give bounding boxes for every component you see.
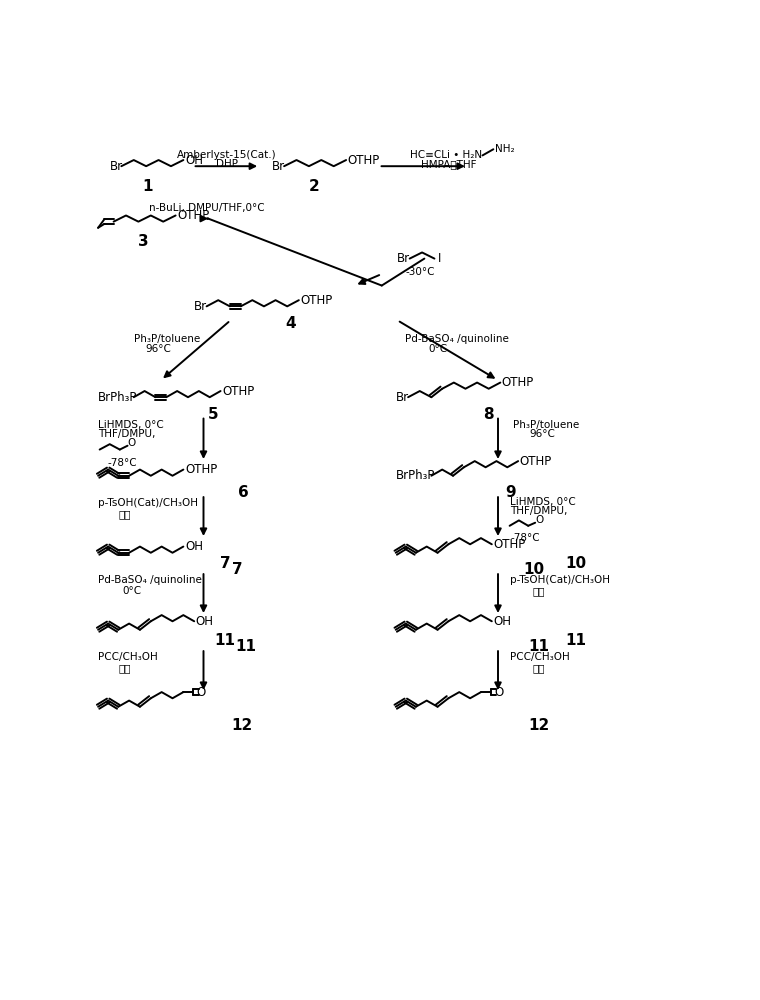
Text: Ph₃P/toluene: Ph₃P/toluene <box>514 420 580 430</box>
Text: 11: 11 <box>235 639 256 654</box>
Text: Pd-BaSO₄ /quinoline: Pd-BaSO₄ /quinoline <box>98 575 202 585</box>
Text: 0°C: 0°C <box>122 586 141 596</box>
Text: 12: 12 <box>231 718 252 733</box>
Text: LiHMDS, 0°C: LiHMDS, 0°C <box>98 420 164 430</box>
Text: NH₂: NH₂ <box>495 144 515 154</box>
Text: 7: 7 <box>233 562 243 577</box>
Text: O: O <box>197 686 206 699</box>
Text: -30°C: -30°C <box>406 267 435 277</box>
Text: 96°C: 96°C <box>529 429 555 439</box>
Text: 11: 11 <box>528 639 549 654</box>
Text: DHP: DHP <box>216 159 238 169</box>
Text: OTHP: OTHP <box>300 294 333 307</box>
Text: OTHP: OTHP <box>185 463 217 476</box>
Text: Ph₃P/toluene: Ph₃P/toluene <box>134 334 200 344</box>
Text: Br: Br <box>109 160 123 173</box>
Text: OTHP: OTHP <box>177 209 210 222</box>
Text: THF/DMPU,: THF/DMPU, <box>510 506 567 516</box>
Text: n-BuLi, DMPU/THF,0°C: n-BuLi, DMPU/THF,0°C <box>149 203 264 213</box>
Text: O: O <box>494 686 503 699</box>
Text: BrPh₃P: BrPh₃P <box>98 391 138 404</box>
Text: 室温: 室温 <box>533 586 546 596</box>
Text: 10: 10 <box>565 556 586 571</box>
Text: 室温: 室温 <box>119 509 131 519</box>
Text: THF/DMPU,: THF/DMPU, <box>98 429 156 439</box>
Text: HC≡CLi • H₂N: HC≡CLi • H₂N <box>410 150 482 160</box>
Text: HMPA，THF: HMPA，THF <box>421 160 477 170</box>
Text: OTHP: OTHP <box>222 385 255 398</box>
Text: OH: OH <box>185 540 203 553</box>
Text: 室温: 室温 <box>119 663 131 673</box>
Text: 11: 11 <box>215 633 236 648</box>
Text: OTHP: OTHP <box>347 154 380 167</box>
Text: 3: 3 <box>138 234 148 249</box>
Text: 室温: 室温 <box>533 663 546 673</box>
Text: OTHP: OTHP <box>493 538 526 551</box>
Text: O: O <box>535 515 543 525</box>
Text: PCC/CH₃OH: PCC/CH₃OH <box>510 652 569 662</box>
Text: Br: Br <box>195 300 207 313</box>
Text: BrPh₃P: BrPh₃P <box>396 469 435 482</box>
Text: Pd-BaSO₄ /quinoline: Pd-BaSO₄ /quinoline <box>405 334 509 344</box>
Text: 6: 6 <box>239 485 249 500</box>
Text: 4: 4 <box>286 316 296 331</box>
Text: 7: 7 <box>220 556 230 571</box>
Text: Br: Br <box>396 391 409 404</box>
Text: OH: OH <box>196 615 214 628</box>
Text: 5: 5 <box>207 407 218 422</box>
Text: Br: Br <box>272 160 285 173</box>
Text: OTHP: OTHP <box>502 376 534 389</box>
Text: p-TsOH(Cat)/CH₃OH: p-TsOH(Cat)/CH₃OH <box>510 575 610 585</box>
Text: 9: 9 <box>505 485 516 500</box>
Text: Amberlyst-15(Cat.): Amberlyst-15(Cat.) <box>177 150 277 160</box>
Text: 2: 2 <box>309 179 320 194</box>
Text: LiHMDS, 0°C: LiHMDS, 0°C <box>510 497 575 507</box>
Text: OH: OH <box>185 154 203 167</box>
Text: -78°C: -78°C <box>107 458 137 468</box>
Text: Br: Br <box>397 252 410 265</box>
Text: 12: 12 <box>528 718 549 733</box>
Text: 96°C: 96°C <box>145 344 171 354</box>
Text: I: I <box>438 252 441 265</box>
Text: 0°C: 0°C <box>428 344 448 354</box>
Text: p-TsOH(Cat)/CH₃OH: p-TsOH(Cat)/CH₃OH <box>98 498 198 508</box>
Text: OH: OH <box>493 615 511 628</box>
Text: -78°C: -78°C <box>510 533 540 543</box>
Text: 10: 10 <box>523 562 544 577</box>
Text: 11: 11 <box>565 633 586 648</box>
Text: 1: 1 <box>142 179 153 194</box>
Text: OTHP: OTHP <box>520 455 552 468</box>
Text: PCC/CH₃OH: PCC/CH₃OH <box>98 652 158 662</box>
Text: O: O <box>128 438 135 448</box>
Text: 8: 8 <box>483 407 494 422</box>
